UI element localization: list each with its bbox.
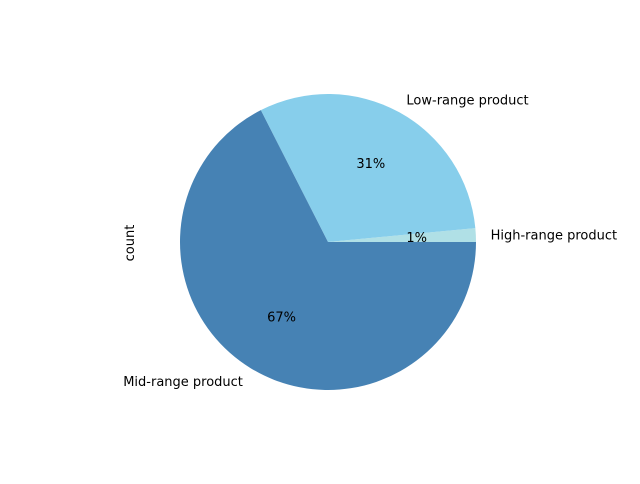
pie-pct-label: 31% (356, 157, 385, 172)
pie-category-label: Mid-range product (123, 375, 243, 390)
pie-slices (180, 94, 477, 390)
pie-category-label: Low-range product (406, 93, 528, 108)
pie-pct-label: 67% (267, 311, 296, 326)
pie-pct-label: 1% (406, 231, 427, 246)
pie-slice-high-range-product (328, 228, 476, 242)
pie-labels: 1% High-range product 31% Low-range product… (123, 93, 617, 389)
pie-category-label: High-range product (491, 228, 618, 243)
pie-slice-low-range-product (260, 94, 476, 242)
y-axis-label: count (123, 225, 138, 262)
pie-slice-mid-range-product (180, 110, 477, 390)
